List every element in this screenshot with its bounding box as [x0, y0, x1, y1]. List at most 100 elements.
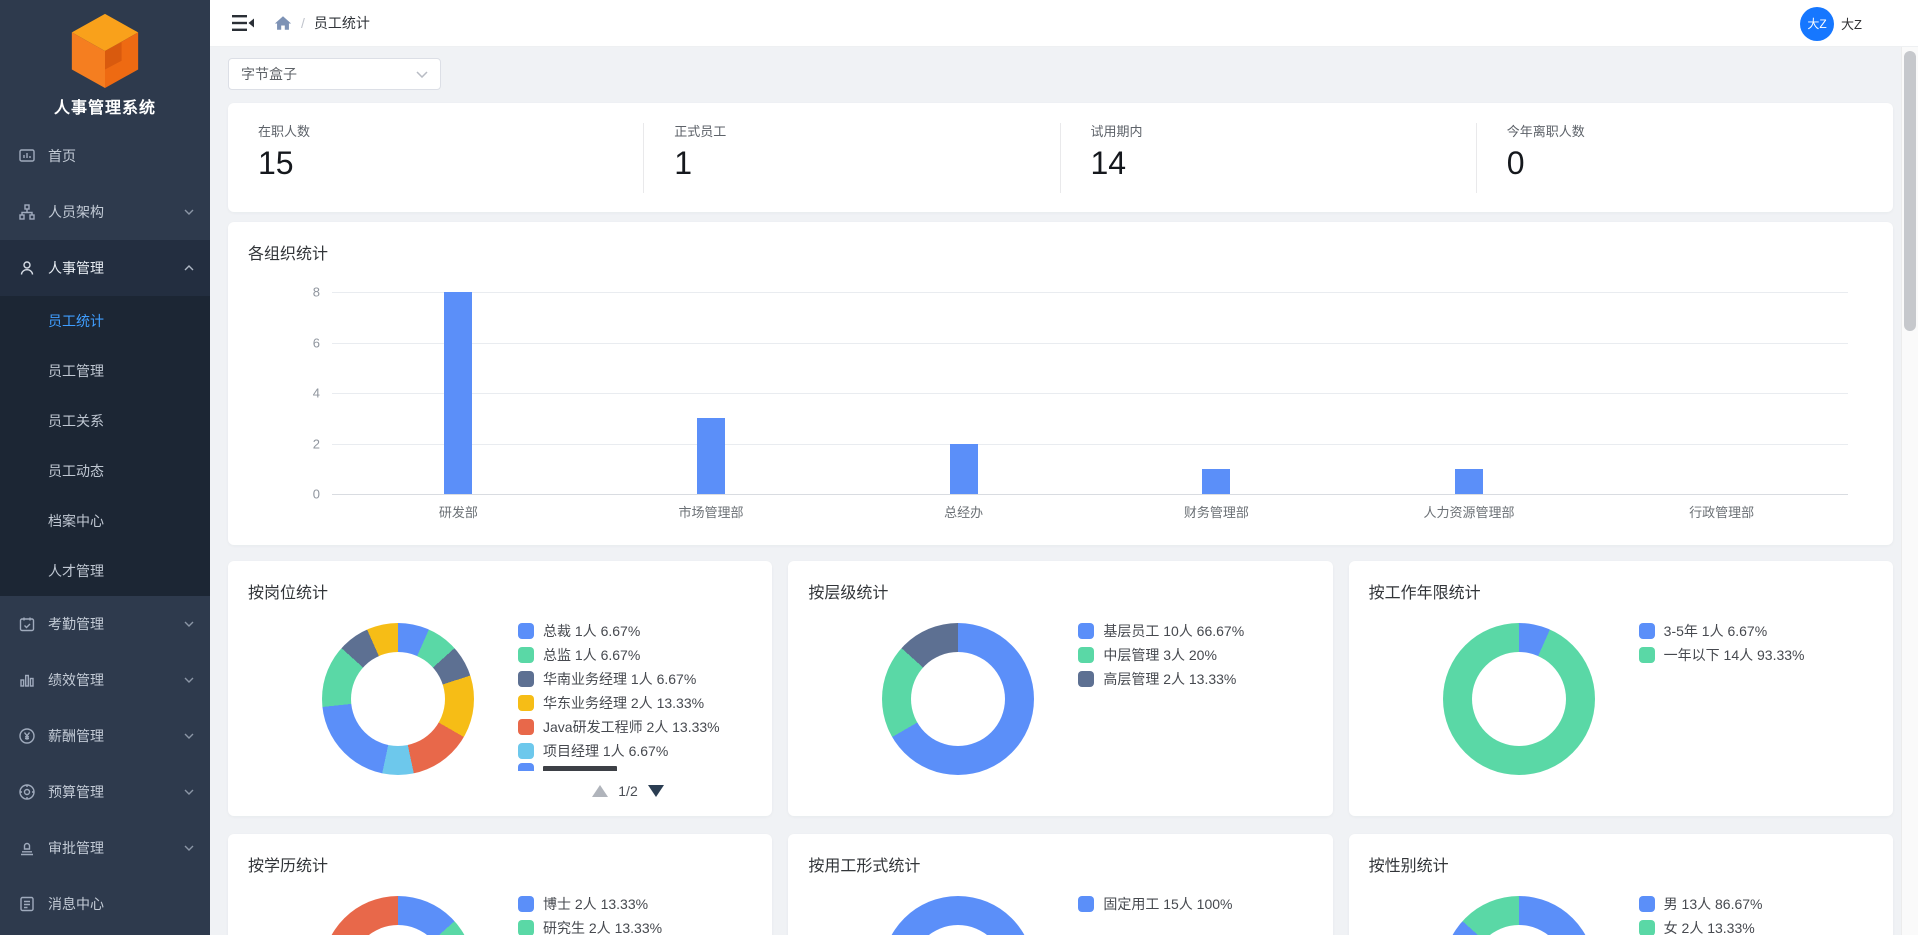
- chevron-down-icon: [184, 677, 194, 683]
- legend-item[interactable]: 基层员工 10人 66.67%: [1078, 619, 1244, 643]
- legend-pager-up-icon[interactable]: [592, 785, 609, 797]
- donut-row-2: 按学历统计 博士 2人 13.33% 研究生 2人 13.33% 按用工形式统计 …: [228, 834, 1893, 935]
- sidebar-item-performance[interactable]: 绩效管理: [0, 652, 210, 708]
- stat-value: 1: [674, 145, 693, 181]
- education-donut-chart[interactable]: [322, 896, 474, 935]
- bar[interactable]: [949, 443, 978, 494]
- chart-title: 按用工形式统计: [808, 858, 921, 875]
- sidebar-item-approval[interactable]: 审批管理: [0, 820, 210, 876]
- sidebar-item-label: 人员架构: [48, 204, 104, 220]
- sidebar-item-salary[interactable]: 薪酬管理: [0, 708, 210, 764]
- sidebar-item-label: 薪酬管理: [48, 728, 104, 744]
- bar[interactable]: [1455, 468, 1483, 494]
- breadcrumb-current: 员工统计: [313, 15, 370, 31]
- legend-label: Java研发工程师 2人 13.33%: [543, 719, 720, 735]
- performance-icon: [20, 674, 34, 687]
- chevron-down-icon: [184, 621, 194, 627]
- legend-item[interactable]: 男 13人 86.67%: [1638, 892, 1763, 916]
- level-stats-card: 按层级统计 基层员工 10人 66.67% 中层管理 3人 20% 高层管理 2人 …: [788, 561, 1333, 816]
- sidebar-item-home[interactable]: 首页: [0, 128, 210, 184]
- legend-item[interactable]: 研究生 2人 13.33%: [518, 916, 662, 935]
- legend-item[interactable]: 中层管理 3人 20%: [1078, 643, 1244, 667]
- sidebar-fold-icon[interactable]: [232, 14, 254, 32]
- legend-chip: [1638, 920, 1655, 935]
- scrollbar-thumb[interactable]: [1904, 51, 1916, 331]
- sidebar-subitem-employee-management[interactable]: 员工管理: [0, 346, 210, 396]
- sidebar-item-org[interactable]: 人员架构: [0, 184, 210, 240]
- sidebar-item-hr-management[interactable]: 人事管理: [0, 240, 210, 296]
- org-bar-chart[interactable]: 0 2 4 6 8 研发部 市场管理部 总经办 财务管理部 人力资源管理部 行政管理部: [313, 285, 1848, 520]
- breadcrumb-home-icon[interactable]: [274, 15, 292, 31]
- legend-item[interactable]: 博士 2人 13.33%: [518, 892, 662, 916]
- legend-item-clipped: [518, 763, 720, 771]
- legend-item[interactable]: 3-5年 1人 6.67%: [1638, 619, 1805, 643]
- sidebar-subitem-employee-updates[interactable]: 员工动态: [0, 446, 210, 496]
- vertical-scrollbar: [1901, 47, 1918, 935]
- subitem-label: 员工动态: [48, 463, 104, 479]
- approval-icon: [21, 842, 33, 856]
- legend-chip: [518, 920, 534, 935]
- bar[interactable]: [1202, 468, 1231, 494]
- bar[interactable]: [697, 418, 725, 494]
- subitem-label: 员工关系: [48, 413, 104, 429]
- legend-chip: [518, 896, 534, 912]
- gridline: [332, 443, 1848, 445]
- sidebar-subitem-employee-stats[interactable]: 员工统计: [0, 296, 210, 346]
- legend-chip: [1078, 623, 1095, 639]
- position-donut-chart[interactable]: [322, 623, 474, 775]
- legend-label: 研究生 2人 13.33%: [543, 920, 663, 935]
- sidebar-item-label: 首页: [48, 148, 76, 164]
- level-donut-chart[interactable]: [882, 623, 1035, 775]
- x-axis-label: 总经办: [944, 505, 984, 520]
- avatar[interactable]: 大Z: [1800, 6, 1835, 41]
- user-name: 大Z: [1841, 17, 1862, 32]
- stat-value: 15: [258, 145, 294, 181]
- legend-item[interactable]: 高层管理 2人 13.33%: [1078, 667, 1244, 691]
- legend-label: 总监 1人 6.67%: [543, 647, 641, 663]
- bar[interactable]: [444, 292, 473, 494]
- stat-label: 试用期内: [1090, 124, 1143, 139]
- gender-donut-chart[interactable]: [1442, 896, 1595, 935]
- x-axis-label: 市场管理部: [678, 505, 744, 520]
- sidebar-subitem-archive-center[interactable]: 档案中心: [0, 496, 210, 546]
- employment-type-donut-chart[interactable]: [882, 896, 1035, 935]
- legend-item[interactable]: 总裁 1人 6.67%: [518, 619, 720, 643]
- stat-resigned-this-year: 今年离职人数 0: [1477, 103, 1893, 212]
- sidebar-subitem-employee-relations[interactable]: 员工关系: [0, 396, 210, 446]
- donut-row-1: 按岗位统计 总裁 1人 6.67% 总监 1人 6.67% 华南业务经理 1人 6.…: [228, 561, 1893, 816]
- legend-item[interactable]: 总监 1人 6.67%: [518, 643, 720, 667]
- x-axis-label: 人力资源管理部: [1423, 505, 1515, 520]
- legend-pager-down-icon[interactable]: [647, 785, 664, 797]
- sidebar-submenu: 员工统计 员工管理 员工关系 员工动态 档案中心 人才管理: [0, 296, 210, 596]
- legend-item[interactable]: 华东业务经理 2人 13.33%: [518, 691, 720, 715]
- sidebar-item-attendance[interactable]: 考勤管理: [0, 596, 210, 652]
- tenure-donut-chart[interactable]: [1442, 623, 1595, 775]
- salary-icon: [19, 728, 35, 744]
- sidebar-item-messages[interactable]: 消息中心: [0, 876, 210, 932]
- legend-chip: [1078, 896, 1095, 912]
- legend-chip: [1638, 623, 1655, 639]
- legend-chip: [518, 647, 534, 663]
- legend-chip: [518, 719, 534, 735]
- org-icon: [19, 204, 35, 220]
- chart-title: 按性别统计: [1368, 858, 1449, 875]
- sidebar-item-label: 审批管理: [48, 840, 104, 856]
- sidebar-item-label: 消息中心: [48, 896, 104, 912]
- legend-item[interactable]: 华南业务经理 1人 6.67%: [518, 667, 720, 691]
- chevron-down-icon: [184, 733, 194, 739]
- sidebar-subitem-talent-management[interactable]: 人才管理: [0, 546, 210, 596]
- chevron-down-icon: [416, 70, 428, 78]
- stat-label: 正式员工: [674, 124, 727, 139]
- company-select[interactable]: 字节盒子: [228, 58, 441, 90]
- company-select-value: 字节盒子: [241, 66, 297, 82]
- y-axis-tick: 2: [312, 436, 320, 451]
- legend-item[interactable]: Java研发工程师 2人 13.33%: [518, 715, 720, 739]
- legend-label: 项目经理 1人 6.67%: [543, 743, 669, 759]
- legend-label: 高层管理 2人 13.33%: [1103, 671, 1237, 687]
- legend-item[interactable]: 固定用工 15人 100%: [1078, 892, 1233, 916]
- legend-item[interactable]: 一年以下 14人 93.33%: [1638, 643, 1805, 667]
- legend-item[interactable]: 女 2人 13.33%: [1638, 916, 1763, 935]
- legend-label: 博士 2人 13.33%: [543, 896, 649, 912]
- legend-item[interactable]: 项目经理 1人 6.67%: [518, 739, 720, 763]
- sidebar-item-budget[interactable]: 预算管理: [0, 764, 210, 820]
